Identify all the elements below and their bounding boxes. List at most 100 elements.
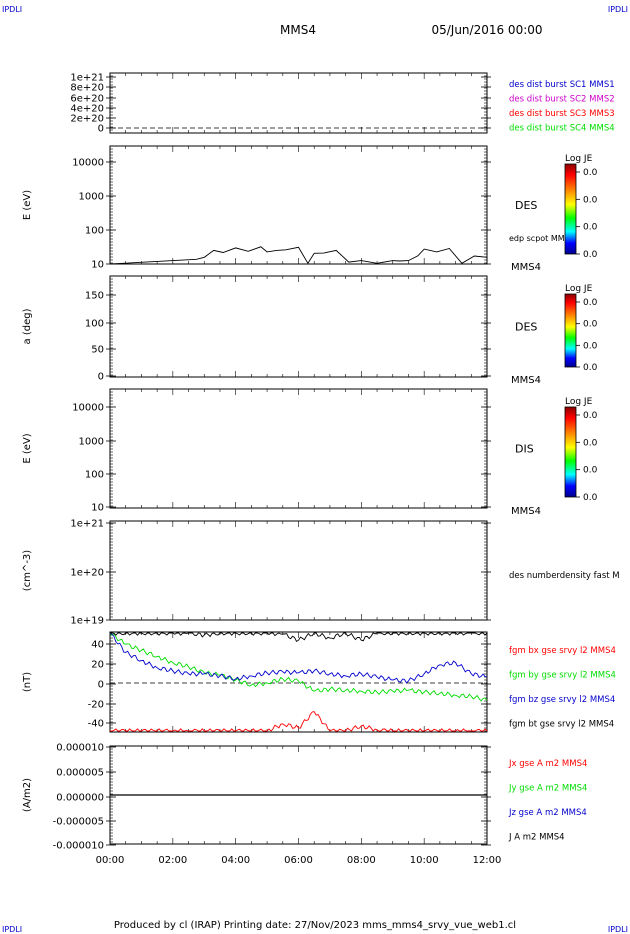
y-tick-label: 1e+21 <box>70 519 104 530</box>
y-tick-label: 150 <box>85 291 104 302</box>
colorbar-tick-label: 0.0 <box>583 320 598 330</box>
time-tick-label: 04:00 <box>221 855 250 866</box>
panel-des-energy: 10000 1000 100 10 E (eV) DES MMS4 edp scpot MMS… <box>22 145 598 273</box>
y-tick-label: 1000 <box>79 437 104 448</box>
legend-entry: Jy gse A m2 MMS4 <box>508 784 587 794</box>
panel-frame <box>109 388 488 509</box>
y-tick-label: 40 <box>91 640 104 651</box>
y-axis-label: a (deg) <box>22 308 33 344</box>
instrument-label: DIS <box>515 443 534 456</box>
y-tick-label: 0.000000 <box>56 793 104 804</box>
y-tick-label: -0.000010 <box>53 841 104 852</box>
y-tick-label: 1e+19 <box>70 616 104 627</box>
time-tick-label: 00:00 <box>96 855 125 866</box>
y-tick-label: 10 <box>91 503 104 514</box>
y-tick-label: 1e+20 <box>70 568 104 579</box>
y-tick-label: 10000 <box>72 403 104 414</box>
colorbar-tick-label: 0.0 <box>583 168 598 178</box>
panel-dis-energy: 10000 1000 100 10 E (eV) DIS MMS4 Log JE 0.0 0.0 0… <box>22 388 598 517</box>
y-tick-label: -0.000005 <box>53 817 104 828</box>
y-tick-label: 0 <box>98 372 104 383</box>
y-axis-label: E (eV) <box>22 433 33 463</box>
mission-label: MMS4 <box>511 506 541 517</box>
corner-label-bottom-right: IPDLI <box>608 925 628 934</box>
figure-date: 05/Jun/2016 00:00 <box>431 23 542 37</box>
time-tick-label: 10:00 <box>410 855 439 866</box>
panel-des-pitch-angle: 150 100 50 0 a (deg) DES MMS4 Log JE 0.0 0.0 0.0 0.… <box>22 275 598 386</box>
colorbar-tick-label: 0.0 <box>583 411 598 421</box>
y-tick-label: 2e+20 <box>70 114 104 125</box>
legend-entry: Jz gse A m2 MMS4 <box>508 808 587 818</box>
figure-title: MMS4 <box>280 23 316 37</box>
instrument-label: DES <box>515 321 537 334</box>
time-tick-label: 12:00 <box>473 855 502 866</box>
colorbar-label: Log JE <box>565 284 593 294</box>
instrument-label: DES <box>515 199 537 212</box>
legend-entry: des dist burst SC4 MMS4 <box>509 124 615 134</box>
legend-entry: J A m2 MMS4 <box>508 833 565 843</box>
legend-entry: fgm bt gse srvy l2 MMS4 <box>509 720 614 730</box>
series-fgm-bx <box>110 711 488 732</box>
colorbar-tick-label: 0.0 <box>583 493 598 503</box>
series-fgm-bt <box>110 632 488 643</box>
legend-entry: Jx gse A m2 MMS4 <box>508 759 587 769</box>
y-tick-label: 0.000010 <box>56 743 104 754</box>
time-tick-label: 02:00 <box>158 855 187 866</box>
legend-entry: fgm bx gse srvy l2 MMS4 <box>509 646 616 656</box>
colorbar-tick-label: 0.0 <box>583 363 598 373</box>
panel-current: 0.000010 0.000005 0.000000 -0.000005 -0.0000… <box>22 743 587 852</box>
y-tick-label: 100 <box>85 319 104 330</box>
colorbar <box>564 293 577 368</box>
corner-label-top-left: IPDLI <box>2 5 22 14</box>
y-tick-label: 10000 <box>72 158 104 169</box>
y-tick-label: 1e+21 <box>70 73 104 84</box>
colorbar <box>564 406 577 498</box>
y-tick-label: 0 <box>98 124 104 135</box>
colorbar-tick-label: 0.0 <box>583 466 598 476</box>
panel-frame <box>109 520 488 621</box>
corner-label-bottom-left: IPDLI <box>2 925 22 934</box>
panel-fgm: 40 20 0 -20 -40 (nT) fgm bx gse srvy l2 MMS4 fg… <box>22 631 616 733</box>
colorbar-label: Log JE <box>565 397 593 407</box>
corner-label-top-right: IPDLI <box>608 5 628 14</box>
series-edp-scpot <box>109 246 488 265</box>
y-tick-label: 1000 <box>79 192 104 203</box>
y-tick-label: 100 <box>85 470 104 481</box>
panel-frame <box>109 145 488 265</box>
y-tick-label: 50 <box>91 345 104 356</box>
colorbar-tick-label: 0.0 <box>583 341 598 351</box>
colorbar-tick-label: 0.0 <box>583 223 598 233</box>
y-tick-label: -40 <box>88 719 104 730</box>
panel-frame <box>109 631 488 733</box>
y-axis-label: (cm^-3) <box>22 550 33 591</box>
time-tick-label: 08:00 <box>347 855 376 866</box>
colorbar-tick-label: 0.0 <box>583 298 598 308</box>
series-fgm-by <box>109 632 488 702</box>
mission-label: MMS4 <box>511 262 541 273</box>
y-tick-label: 4e+20 <box>70 104 104 115</box>
legend-entry: des numberdensity fast M <box>509 571 620 581</box>
panel-frame <box>109 275 488 378</box>
colorbar-tick-label: 0.0 <box>583 250 598 260</box>
series-fgm-bz <box>109 632 488 684</box>
legend-entry: fgm bz gse srvy l2 MMS4 <box>509 695 615 705</box>
y-tick-label: 6e+20 <box>70 94 104 105</box>
time-axis: 00:00 02:00 04:00 06:00 08:00 10:00 12:00 <box>96 855 502 866</box>
y-tick-label: 8e+20 <box>70 83 104 94</box>
y-axis-label: (A/m2) <box>22 778 33 812</box>
y-axis-label: E (eV) <box>22 190 33 220</box>
colorbar <box>564 163 577 255</box>
time-tick-label: 06:00 <box>284 855 313 866</box>
legend-entry: fgm by gse srvy l2 MMS4 <box>509 671 616 681</box>
colorbar-tick-label: 0.0 <box>583 438 598 448</box>
colorbar-tick-label: 0.0 <box>583 195 598 205</box>
y-tick-label: 10 <box>91 260 104 271</box>
panel-frame <box>109 72 488 134</box>
y-tick-label: -20 <box>88 700 104 711</box>
panel-des-density: 1e+21 1e+20 1e+19 (cm^-3) des numberdensity … <box>22 519 620 627</box>
mission-label: MMS4 <box>511 375 541 386</box>
y-tick-label: 100 <box>85 226 104 237</box>
